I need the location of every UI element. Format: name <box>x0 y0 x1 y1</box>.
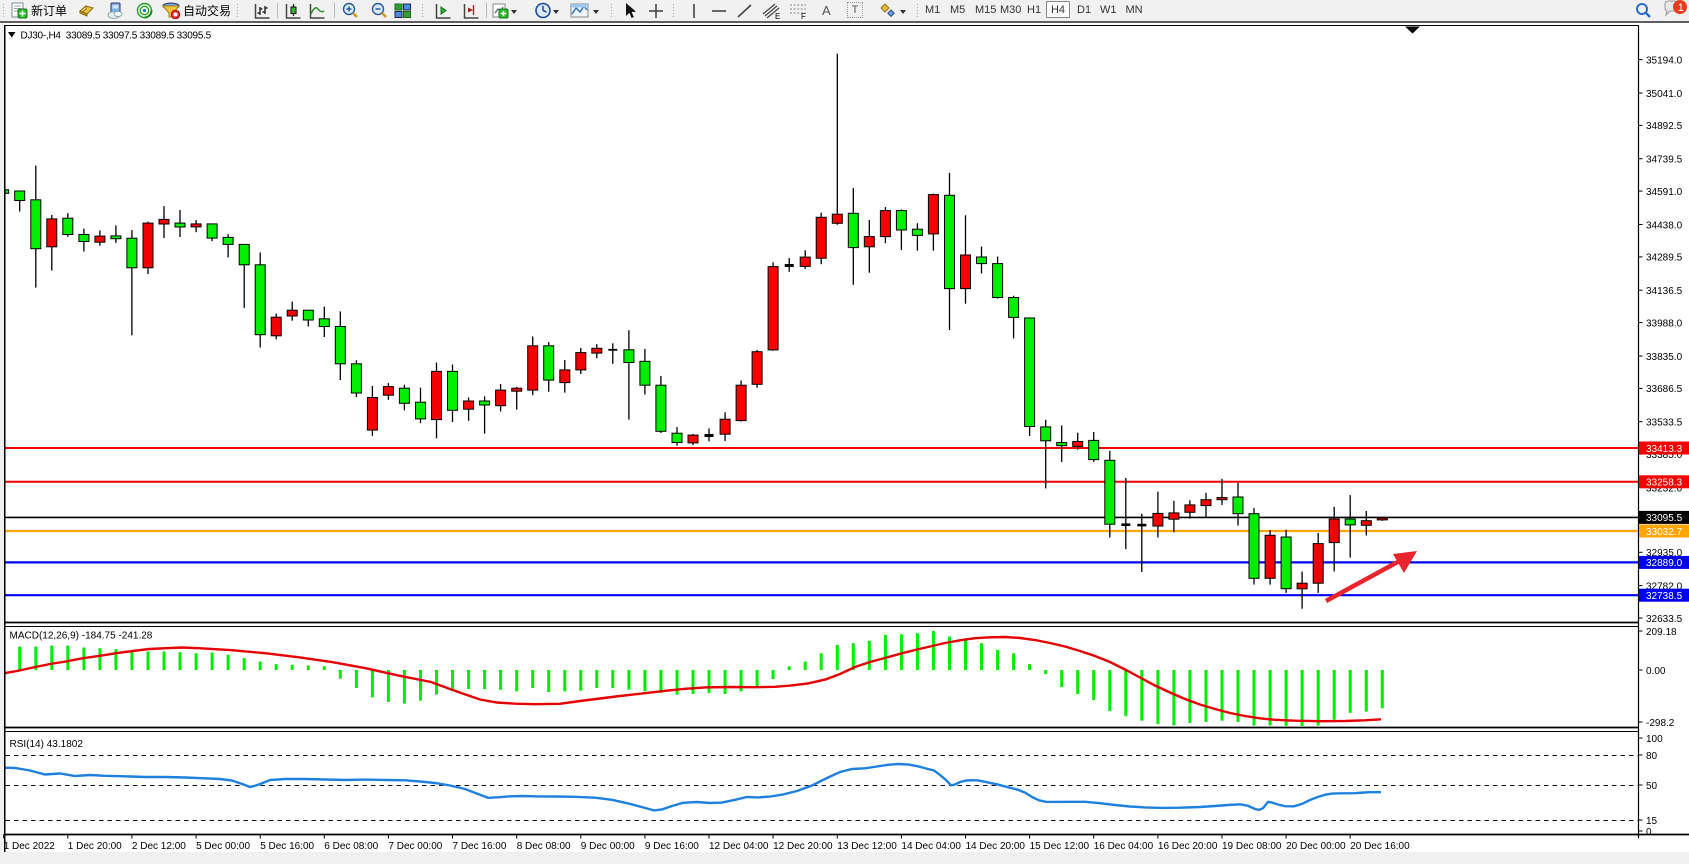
svg-text:34289.5: 34289.5 <box>1646 253 1683 264</box>
svg-text:14 Dec 20:00: 14 Dec 20:00 <box>966 841 1026 852</box>
svg-text:33258.3: 33258.3 <box>1646 478 1683 489</box>
svg-text:20 Dec 16:00: 20 Dec 16:00 <box>1350 841 1410 852</box>
svg-text:32633.5: 32633.5 <box>1646 614 1683 625</box>
svg-text:14 Dec 04:00: 14 Dec 04:00 <box>901 841 961 852</box>
svg-text:6 Dec 08:00: 6 Dec 08:00 <box>324 841 378 852</box>
svg-text:12 Dec 04:00: 12 Dec 04:00 <box>709 841 769 852</box>
svg-text:F: F <box>801 12 806 20</box>
svg-text:33988.0: 33988.0 <box>1646 318 1683 329</box>
svg-text:33095.5: 33095.5 <box>1646 513 1683 524</box>
svg-text:33533.5: 33533.5 <box>1646 418 1683 429</box>
svg-text:MACD(12,26,9) -184.75 -241.28: MACD(12,26,9) -184.75 -241.28 <box>10 631 153 642</box>
svg-text:33032.7: 33032.7 <box>1646 527 1683 538</box>
svg-text:8 Dec 08:00: 8 Dec 08:00 <box>517 841 571 852</box>
svg-text:20 Dec 00:00: 20 Dec 00:00 <box>1286 841 1346 852</box>
svg-text:33385.0: 33385.0 <box>1646 450 1683 461</box>
svg-text:5 Dec 16:00: 5 Dec 16:00 <box>260 841 314 852</box>
svg-text:16 Dec 20:00: 16 Dec 20:00 <box>1158 841 1218 852</box>
svg-text:0.00: 0.00 <box>1646 666 1666 677</box>
svg-text:100: 100 <box>1646 734 1663 745</box>
svg-text:DJ30-,H4 33089.5 33097.5 3308: DJ30-,H4 33089.5 33097.5 33089.5 33095.5 <box>21 31 212 42</box>
svg-text:34739.5: 34739.5 <box>1646 155 1683 166</box>
svg-text:33835.0: 33835.0 <box>1646 352 1683 363</box>
svg-text:5 Dec 00:00: 5 Dec 00:00 <box>196 841 250 852</box>
svg-text:32782.0: 32782.0 <box>1646 581 1683 592</box>
svg-text:34892.5: 34892.5 <box>1646 121 1683 132</box>
svg-text:7 Dec 16:00: 7 Dec 16:00 <box>453 841 507 852</box>
svg-text:80: 80 <box>1646 751 1658 762</box>
svg-text:0: 0 <box>1646 827 1652 838</box>
svg-text:16 Dec 04:00: 16 Dec 04:00 <box>1094 841 1154 852</box>
svg-text:1: 1 <box>1678 2 1684 14</box>
svg-text:9 Dec 16:00: 9 Dec 16:00 <box>645 841 699 852</box>
svg-text:1 Dec 2022: 1 Dec 2022 <box>4 841 56 852</box>
svg-text:32935.0: 32935.0 <box>1646 548 1683 559</box>
svg-text:34438.0: 34438.0 <box>1646 220 1683 231</box>
svg-text:209.18: 209.18 <box>1646 627 1677 638</box>
svg-text:35194.0: 35194.0 <box>1646 55 1683 66</box>
svg-text:32738.5: 32738.5 <box>1646 591 1683 602</box>
svg-text:34136.5: 34136.5 <box>1646 286 1683 297</box>
svg-text:2 Dec 12:00: 2 Dec 12:00 <box>132 841 186 852</box>
svg-text:33232.0: 33232.0 <box>1646 483 1683 494</box>
svg-text:15: 15 <box>1646 816 1658 827</box>
svg-text:7 Dec 00:00: 7 Dec 00:00 <box>388 841 442 852</box>
svg-text:E: E <box>775 12 780 20</box>
svg-text:15 Dec 12:00: 15 Dec 12:00 <box>1030 841 1090 852</box>
svg-text:33413.3: 33413.3 <box>1646 444 1683 455</box>
svg-text:50: 50 <box>1646 781 1658 792</box>
svg-text:13 Dec 12:00: 13 Dec 12:00 <box>837 841 897 852</box>
svg-text:12 Dec 20:00: 12 Dec 20:00 <box>773 841 833 852</box>
svg-text:33686.5: 33686.5 <box>1646 384 1683 395</box>
svg-text:RSI(14) 43.1802: RSI(14) 43.1802 <box>10 739 84 750</box>
svg-text:9 Dec 00:00: 9 Dec 00:00 <box>581 841 635 852</box>
svg-text:34591.0: 34591.0 <box>1646 187 1683 198</box>
svg-text:35041.0: 35041.0 <box>1646 89 1683 100</box>
svg-text:32889.0: 32889.0 <box>1646 558 1683 569</box>
svg-text:-298.2: -298.2 <box>1646 718 1675 729</box>
svg-text:19 Dec 08:00: 19 Dec 08:00 <box>1222 841 1282 852</box>
svg-text:1 Dec 20:00: 1 Dec 20:00 <box>68 841 122 852</box>
